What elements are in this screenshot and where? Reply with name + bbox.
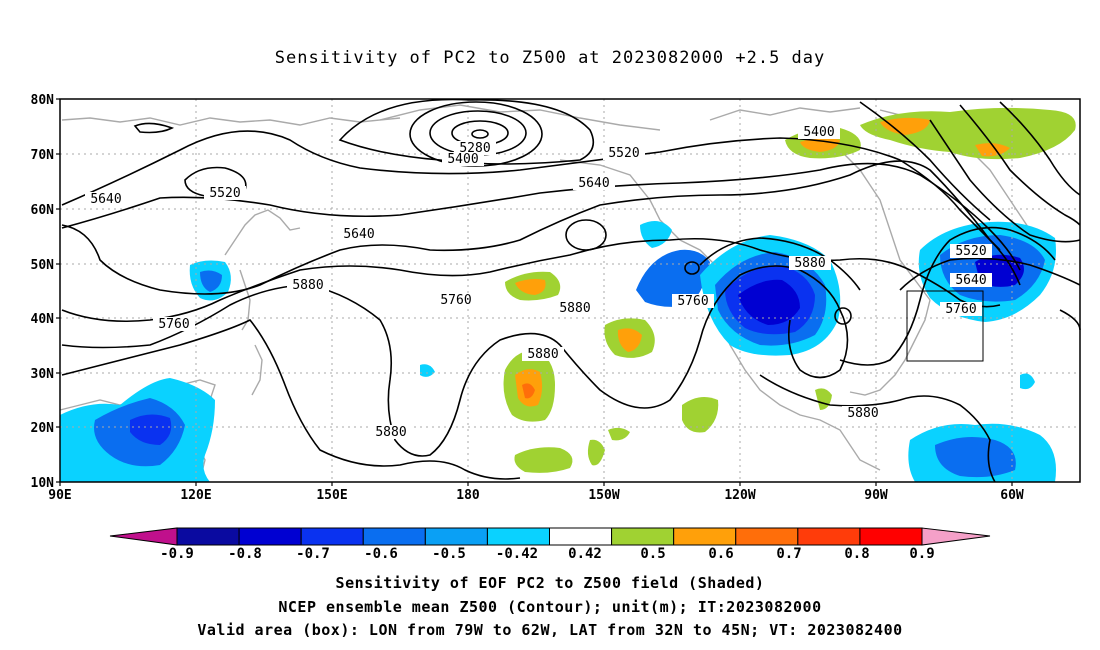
svg-text:5640: 5640 bbox=[578, 176, 609, 191]
contour-label: 5760 bbox=[153, 317, 195, 332]
lat-label: 30N bbox=[31, 367, 55, 382]
svg-text:5400: 5400 bbox=[447, 152, 478, 167]
lat-label: 40N bbox=[31, 312, 55, 327]
valid-area-box bbox=[906, 290, 984, 362]
caption-valid-area: Valid area (box): LON from 79W to 62W, L… bbox=[197, 621, 903, 639]
colorbar-cell bbox=[797, 527, 861, 546]
lon-label: 120E bbox=[180, 488, 211, 503]
lat-label: 70N bbox=[31, 148, 55, 163]
contour-label: 5520 bbox=[204, 186, 246, 201]
colorbar-label: 0.9 bbox=[909, 546, 934, 562]
colorbar-cell bbox=[238, 527, 302, 546]
colorbar-cell bbox=[673, 527, 737, 546]
contour-label: 5520 bbox=[603, 146, 645, 161]
lon-label: 120W bbox=[724, 488, 755, 503]
contour-label: 5880 bbox=[287, 278, 329, 293]
colorbar-label: 0.7 bbox=[776, 546, 801, 562]
colorbar-label: -0.6 bbox=[364, 546, 398, 562]
svg-text:5520: 5520 bbox=[209, 186, 240, 201]
svg-text:5880: 5880 bbox=[559, 301, 590, 316]
svg-text:5520: 5520 bbox=[955, 244, 986, 259]
lon-label: 90W bbox=[864, 488, 888, 503]
svg-text:5760: 5760 bbox=[677, 294, 708, 309]
colorbar-cell bbox=[176, 527, 240, 546]
contour-label: 5760 bbox=[940, 302, 982, 317]
svg-text:5760: 5760 bbox=[440, 293, 471, 308]
lat-label: 20N bbox=[31, 421, 55, 436]
colorbar-labels: -0.9 -0.8 -0.7 -0.6 -0.5 -0.42 0.42 0.5 … bbox=[160, 546, 935, 562]
graticule bbox=[60, 99, 1080, 482]
map-frame bbox=[59, 98, 1081, 483]
colorbar-label: -0.42 bbox=[496, 546, 538, 562]
svg-text:5640: 5640 bbox=[343, 227, 374, 242]
svg-text:5880: 5880 bbox=[292, 278, 323, 293]
svg-text:5760: 5760 bbox=[945, 302, 976, 317]
colorbar-label: 0.42 bbox=[568, 546, 602, 562]
lat-label: 80N bbox=[31, 93, 55, 108]
contour-label: 5760 bbox=[435, 293, 477, 308]
svg-text:5520: 5520 bbox=[608, 146, 639, 161]
contour-label: 5880 bbox=[789, 256, 831, 271]
svg-text:5640: 5640 bbox=[955, 273, 986, 288]
colorbar-cell bbox=[859, 527, 923, 546]
colorbar-cell bbox=[300, 527, 364, 546]
colorbar-label: -0.9 bbox=[160, 546, 194, 562]
colorbar: -0.9 -0.8 -0.7 -0.6 -0.5 -0.42 0.42 0.5 … bbox=[109, 527, 991, 562]
lon-axis: 90E 120E 150E 180 150W 120W 90W 60W bbox=[48, 488, 1024, 503]
colorbar-cell bbox=[486, 527, 550, 546]
colorbar-label: -0.8 bbox=[228, 546, 262, 562]
svg-text:5880: 5880 bbox=[794, 256, 825, 271]
lon-label: 150W bbox=[588, 488, 619, 503]
lat-axis: 80N 70N 60N 50N 40N 30N 20N 10N bbox=[31, 93, 55, 491]
colorbar-label: 0.8 bbox=[844, 546, 869, 562]
contour-label: 5880 bbox=[522, 347, 564, 362]
contour-label: 5760 bbox=[672, 294, 714, 309]
colorbar-cell bbox=[362, 527, 426, 546]
colorbar-cell bbox=[424, 527, 488, 546]
contour-label: 5640 bbox=[573, 176, 615, 191]
colorbar-label: -0.7 bbox=[296, 546, 330, 562]
colorbar-low-triangle bbox=[109, 527, 178, 546]
contour-label: 5880 bbox=[842, 406, 884, 421]
colorbar-cell bbox=[735, 527, 799, 546]
caption-shading: Sensitivity of EOF PC2 to Z500 field (Sh… bbox=[335, 574, 765, 592]
colorbar-high-triangle bbox=[921, 527, 991, 546]
contour-label: 5880 bbox=[554, 301, 596, 316]
contour-label: 5640 bbox=[85, 192, 127, 207]
contour-label: 5640 bbox=[950, 273, 992, 288]
colorbar-cell bbox=[549, 527, 613, 546]
contour-label: 5400 bbox=[798, 125, 840, 140]
caption-contour: NCEP ensemble mean Z500 (Contour); unit(… bbox=[278, 598, 822, 616]
lat-label: 60N bbox=[31, 203, 55, 218]
colorbar-label: 0.6 bbox=[708, 546, 733, 562]
contour-label: 5520 bbox=[950, 244, 992, 259]
map-title: Sensitivity of PC2 to Z500 at 2023082000… bbox=[274, 48, 826, 68]
contour-label: 5400 bbox=[442, 152, 484, 167]
svg-text:5880: 5880 bbox=[847, 406, 878, 421]
svg-text:5400: 5400 bbox=[803, 125, 834, 140]
lon-label: 180 bbox=[456, 488, 480, 503]
svg-text:5880: 5880 bbox=[527, 347, 558, 362]
colorbar-cell bbox=[611, 527, 675, 546]
colorbar-label: -0.5 bbox=[432, 546, 466, 562]
lat-label: 10N bbox=[31, 476, 55, 491]
lon-label: 60W bbox=[1000, 488, 1024, 503]
lat-label: 50N bbox=[31, 258, 55, 273]
svg-text:5880: 5880 bbox=[375, 425, 406, 440]
contour-labels: 5280 5400 5520 5520 5640 5640 5640 5760 … bbox=[85, 125, 992, 440]
contour-label: 5880 bbox=[370, 425, 412, 440]
lon-label: 90E bbox=[48, 488, 71, 503]
svg-text:5760: 5760 bbox=[158, 317, 189, 332]
colorbar-label: 0.5 bbox=[640, 546, 665, 562]
contour-label: 5640 bbox=[338, 227, 380, 242]
svg-text:5640: 5640 bbox=[90, 192, 121, 207]
lon-label: 150E bbox=[316, 488, 347, 503]
